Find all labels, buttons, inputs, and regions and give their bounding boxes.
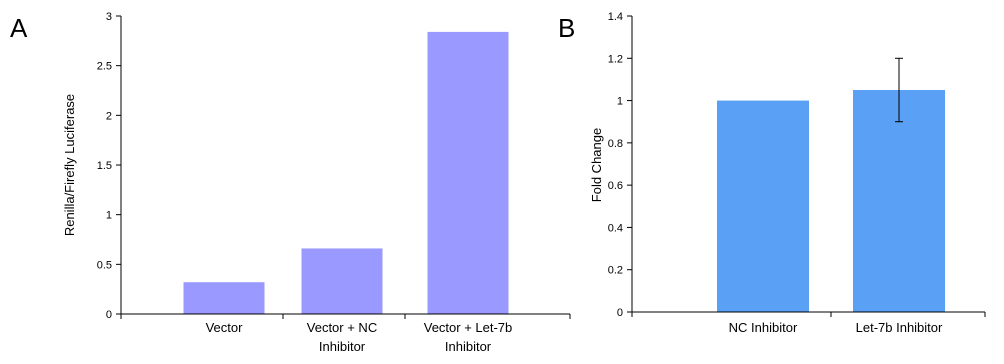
y-axis-label-b: Fold Change [589,128,604,202]
x-tick-label: Vector [206,320,244,335]
bar [853,90,945,312]
panel-label-a: A [10,13,28,43]
y-tick-label: 1 [617,96,623,108]
y-tick-label: 1 [106,210,112,222]
y-tick-label: 0.2 [608,265,623,277]
bar [183,282,265,314]
y-tick-label: 1.5 [97,160,112,172]
y-tick-label: 2 [106,110,112,122]
y-tick-label: 0 [617,307,623,319]
panel-label-b: B [558,13,575,43]
chart-panel-a: A Renilla/Firefly Luciferase 0 0.5 1 1.5 2 2.… [10,11,571,354]
y-tick-label: 0.5 [97,259,112,271]
chart-panel-b: B Fold Change 0 0.2 0.4 0.6 0.8 1 1.2 1.4 NC Inh… [558,11,986,335]
y-tick-label: 0.8 [608,138,623,150]
y-tick-label: 0.4 [608,222,623,234]
x-tick-label: Vector + NC Inhibitor [307,320,377,354]
x-tick-label: Let-7b Inhibitor [856,320,943,335]
x-tick-label: Vector + Let-7b Inhibitor [424,320,513,354]
y-tick-label: 0 [106,309,112,321]
y-tick-label: 1.4 [608,11,623,23]
error-bar [895,57,903,123]
y-tick-label: 0.6 [608,180,623,192]
bar [717,100,809,312]
y-tick-label: 2.5 [97,61,112,73]
bar [301,248,383,314]
bar [427,31,509,314]
y-axis-label-a: Renilla/Firefly Luciferase [62,94,77,236]
y-tick-label: 3 [106,11,112,23]
y-tick-label: 1.2 [608,53,623,65]
x-tick-label: NC Inhibitor [729,320,798,335]
